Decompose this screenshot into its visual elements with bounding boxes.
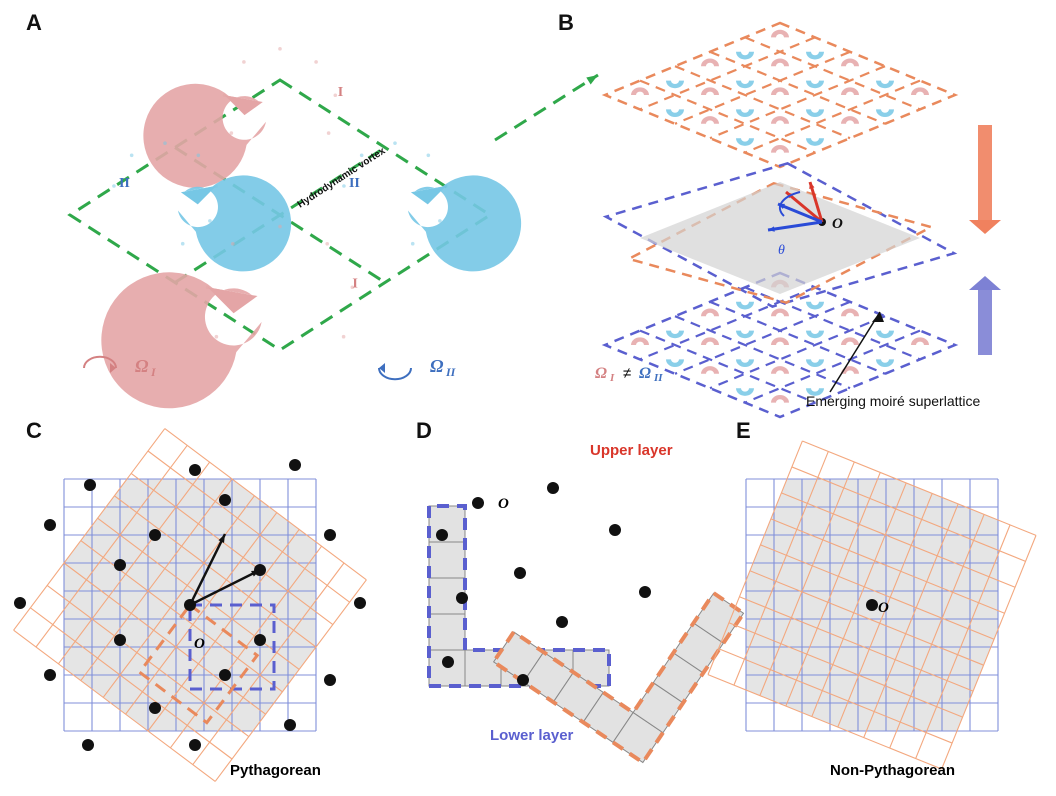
svg-text:Emerging moiré superlattice: Emerging moiré superlattice xyxy=(806,393,981,409)
panel-label-A: A xyxy=(26,10,42,36)
panel-label-D: D xyxy=(416,418,432,444)
svg-text:Ω: Ω xyxy=(639,365,651,382)
svg-text:O: O xyxy=(878,600,889,616)
panelD: O Upper layer Lower layer xyxy=(429,442,744,763)
svg-text:I: I xyxy=(338,85,343,100)
svg-text:I: I xyxy=(609,372,615,384)
svg-text:Hydrodynamic vortex: Hydrodynamic vortex xyxy=(296,145,388,210)
panelC: O Pythagorean xyxy=(14,429,367,782)
figure-svg: IIIIIIHydrodynamic vortexΩIΩIIOθEmerging… xyxy=(0,0,1056,796)
svg-text:II: II xyxy=(445,365,457,379)
svg-text:O: O xyxy=(194,636,205,652)
svg-text:Upper layer: Upper layer xyxy=(590,442,673,459)
panel-label-B: B xyxy=(558,10,574,36)
panelE: O Non-Pythagorean xyxy=(708,441,1036,779)
svg-text:Pythagorean: Pythagorean xyxy=(230,762,321,779)
panelB: OθEmerging moiré superlatticeΩI≠ΩII xyxy=(495,23,1001,417)
svg-text:O: O xyxy=(832,216,843,232)
svg-text:Non-Pythagorean: Non-Pythagorean xyxy=(830,762,955,779)
svg-text:I: I xyxy=(352,276,357,291)
svg-text:Lower layer: Lower layer xyxy=(490,727,574,744)
svg-text:II: II xyxy=(653,372,663,384)
svg-text:II: II xyxy=(119,176,130,191)
svg-text:≠: ≠ xyxy=(623,365,631,382)
panelA: IIIIIIHydrodynamic vortexΩIΩII xyxy=(70,47,521,408)
panel-label-C: C xyxy=(26,418,42,444)
svg-text:Ω: Ω xyxy=(595,365,607,382)
panel-label-E: E xyxy=(736,418,751,444)
svg-text:θ: θ xyxy=(778,243,785,258)
svg-text:Ω: Ω xyxy=(430,356,444,376)
svg-text:Ω: Ω xyxy=(135,356,149,376)
svg-text:O: O xyxy=(498,496,509,512)
